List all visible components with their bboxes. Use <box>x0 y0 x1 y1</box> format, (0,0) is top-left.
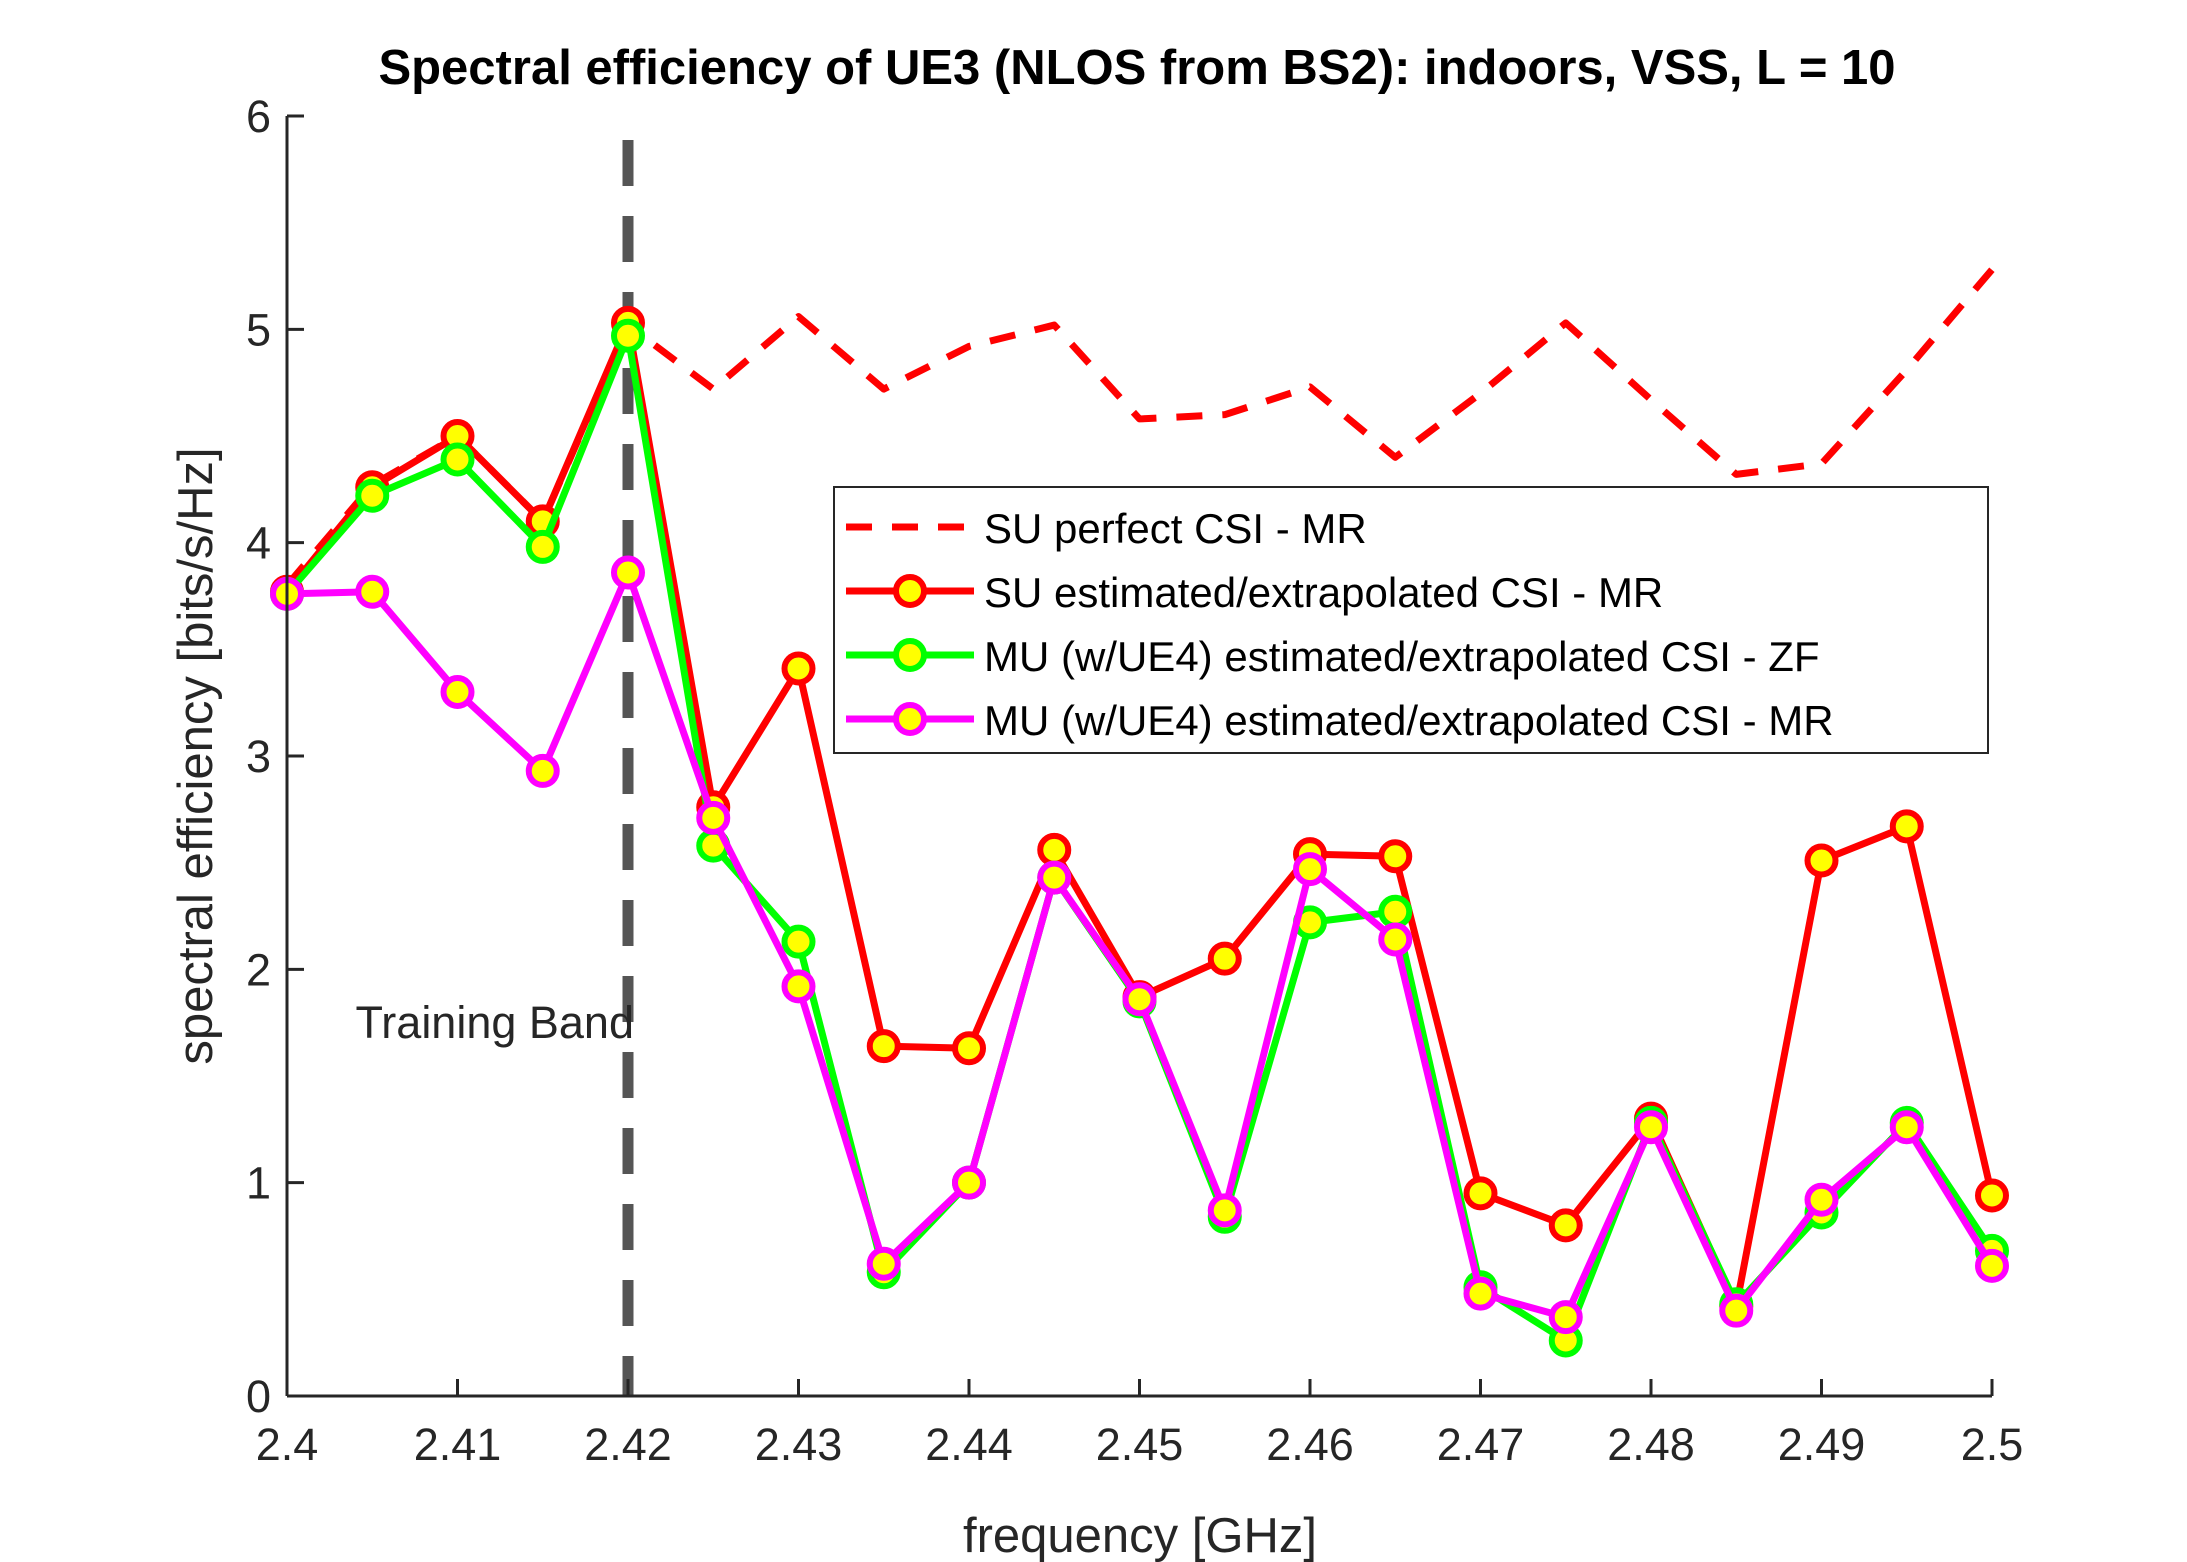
x-tick-label: 2.47 <box>1437 1419 1525 1470</box>
data-point <box>1889 1110 1924 1145</box>
data-point <box>952 1165 986 1200</box>
data-point <box>781 969 816 1004</box>
x-tick-label: 2.44 <box>925 1419 1013 1470</box>
data-point <box>1804 1182 1839 1217</box>
training-band-annotation: Training Band <box>355 997 634 1048</box>
data-point <box>866 1246 901 1281</box>
data-point <box>1975 1178 2009 1213</box>
x-axis-ticks: 2.4 2.41 2.42 2.43 2.44 2.45 2.46 2.47 2.48 2.49 2… <box>256 1379 2024 1470</box>
legend-label-1: SU estimated/extrapolated CSI - MR <box>984 569 1663 616</box>
data-point <box>1122 982 1157 1017</box>
data-point <box>696 800 731 835</box>
x-tick-label: 2.43 <box>755 1419 843 1470</box>
data-point <box>1378 839 1413 874</box>
y-tick-label: 0 <box>246 1371 271 1422</box>
data-point <box>1463 1176 1498 1211</box>
y-tick-label: 6 <box>246 91 271 142</box>
data-point <box>781 651 816 686</box>
data-point <box>781 924 816 959</box>
y-tick-label: 5 <box>246 304 271 355</box>
data-point <box>440 442 475 477</box>
x-axis-label: frequency [GHz] <box>963 1509 1317 1562</box>
x-tick-label: 2.5 <box>1961 1419 2024 1470</box>
legend-label-3: MU (w/UE4) estimated/extrapolated CSI - … <box>984 697 1834 744</box>
y-axis-ticks: 0 1 2 3 4 5 6 <box>246 91 304 1422</box>
y-tick-label: 1 <box>246 1158 271 1209</box>
data-point <box>1463 1276 1498 1311</box>
data-point <box>1207 941 1242 976</box>
data-point <box>1378 922 1413 957</box>
y-tick-label: 2 <box>246 944 271 995</box>
legend-marker-3 <box>893 702 927 736</box>
data-point <box>1037 860 1072 895</box>
data-point <box>1975 1248 2009 1283</box>
data-point <box>1548 1208 1583 1243</box>
data-point <box>866 1029 901 1064</box>
data-point <box>525 529 560 564</box>
plot-area <box>270 140 2009 1396</box>
legend-marker-2 <box>893 638 927 672</box>
x-tick-label: 2.4 <box>256 1419 319 1470</box>
legend-marker-1 <box>893 574 927 608</box>
data-point <box>355 574 390 609</box>
data-point <box>1207 1193 1242 1228</box>
data-point <box>525 753 560 788</box>
data-point <box>355 478 390 513</box>
data-point <box>440 675 475 709</box>
data-point <box>1548 1300 1583 1335</box>
x-tick-label: 2.49 <box>1778 1419 1866 1470</box>
chart-title: Spectral efficiency of UE3 (NLOS from BS… <box>378 41 1895 95</box>
data-point <box>1804 843 1839 878</box>
x-tick-label: 2.42 <box>584 1419 672 1470</box>
data-point <box>1378 894 1413 929</box>
x-tick-label: 2.48 <box>1607 1419 1695 1470</box>
legend-box <box>833 486 1989 754</box>
y-tick-label: 4 <box>246 518 271 569</box>
data-point <box>952 1031 986 1066</box>
data-point <box>1889 809 1924 844</box>
data-point <box>1293 852 1327 887</box>
data-point <box>611 318 645 353</box>
x-tick-label: 2.45 <box>1096 1419 1184 1470</box>
data-point <box>1634 1110 1668 1145</box>
y-tick-label: 3 <box>246 731 271 782</box>
legend-label-2: MU (w/UE4) estimated/extrapolated CSI - … <box>984 633 1820 680</box>
y-axis-label: spectral efficiency [bits/s/Hz] <box>169 447 223 1064</box>
x-tick-label: 2.46 <box>1266 1419 1354 1470</box>
legend-label-0: SU perfect CSI - MR <box>984 505 1367 552</box>
data-point <box>611 555 645 590</box>
legend: SU perfect CSI - MR SU estimated/extrapol… <box>833 486 1989 754</box>
data-point <box>1037 832 1072 867</box>
x-tick-label: 2.41 <box>414 1419 502 1470</box>
data-point <box>1719 1293 1754 1328</box>
